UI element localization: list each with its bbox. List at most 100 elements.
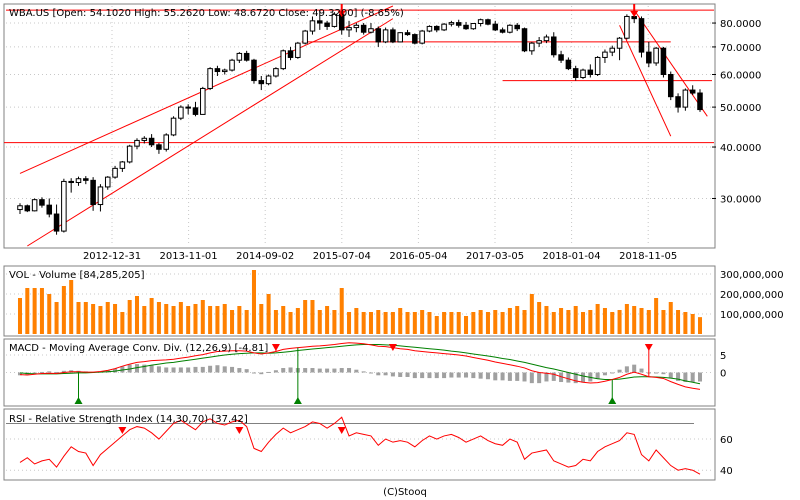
candle-body bbox=[163, 134, 170, 150]
volume-bar bbox=[149, 298, 154, 334]
macd-histogram-bar bbox=[551, 372, 556, 381]
macd-histogram-bar bbox=[113, 368, 118, 373]
candle-body bbox=[170, 117, 177, 136]
candle-body bbox=[543, 36, 550, 42]
price-panel: 30.0000 40.0000 50.0000 60.0000 70.0000 80.00… bbox=[3, 3, 761, 262]
candle-body bbox=[243, 52, 250, 61]
macd-histogram-bar bbox=[310, 368, 315, 373]
volume-bar bbox=[566, 310, 571, 334]
rsi-overbought-marker bbox=[118, 427, 127, 434]
candle-body bbox=[499, 29, 506, 33]
volume-bar bbox=[573, 306, 578, 334]
macd-buy-marker bbox=[293, 397, 302, 404]
volume-bar bbox=[529, 294, 534, 334]
macd-histogram-bar bbox=[544, 372, 549, 382]
macd-histogram-bar bbox=[376, 372, 381, 376]
macd-histogram-bar bbox=[47, 371, 52, 373]
macd-histogram-bar bbox=[200, 366, 205, 373]
candle-body bbox=[558, 54, 564, 61]
macd-histogram-bar bbox=[537, 372, 542, 384]
macd-histogram-bar bbox=[493, 372, 498, 381]
volume-bar bbox=[281, 306, 286, 334]
volume-bar bbox=[412, 312, 417, 334]
volume-bar bbox=[259, 304, 264, 334]
macd-histogram-bar bbox=[471, 372, 476, 379]
volume-bar bbox=[325, 306, 330, 334]
candle-body bbox=[221, 69, 228, 73]
macd-histogram-bar bbox=[230, 366, 235, 373]
rsi-overbought-marker bbox=[337, 427, 346, 434]
candle-body bbox=[331, 13, 338, 27]
volume-bar bbox=[464, 316, 469, 334]
candle-body bbox=[660, 47, 667, 76]
volume-bar bbox=[646, 310, 651, 334]
candle-body bbox=[302, 30, 308, 44]
macd-buy-marker bbox=[608, 397, 617, 404]
macd-tick-label: 5 bbox=[720, 351, 726, 362]
macd-histogram-bar bbox=[120, 366, 125, 373]
macd-histogram-bar bbox=[427, 372, 432, 379]
macd-histogram-bar bbox=[156, 366, 161, 373]
volume-bar bbox=[485, 312, 490, 334]
volume-bar bbox=[581, 312, 586, 334]
candle-body bbox=[390, 29, 396, 43]
volume-bar bbox=[171, 306, 176, 334]
candle-body bbox=[675, 96, 681, 108]
volume-bar bbox=[551, 312, 556, 334]
volume-bar bbox=[507, 308, 512, 334]
candle-body bbox=[119, 161, 126, 169]
candle-body bbox=[412, 34, 418, 44]
date-tick-label: 2015-07-04 bbox=[313, 251, 371, 262]
macd-buy-marker bbox=[74, 397, 83, 404]
candle-body bbox=[448, 22, 455, 25]
candle-body bbox=[207, 68, 213, 89]
footer-credit: (C)Stooq bbox=[383, 487, 427, 498]
volume-bar bbox=[54, 302, 59, 334]
candle-body bbox=[609, 47, 616, 53]
candle-body bbox=[236, 52, 243, 61]
volume-bar bbox=[164, 304, 169, 334]
candle-body bbox=[90, 179, 96, 206]
candle-body bbox=[353, 24, 360, 29]
macd-histogram-bar bbox=[456, 372, 461, 378]
date-tick-label: 2018-11-05 bbox=[619, 251, 677, 262]
macd-tick-label: 0 bbox=[720, 369, 726, 380]
date-tick-label: 2016-05-04 bbox=[389, 251, 447, 262]
candle-body bbox=[178, 106, 184, 119]
candle-body bbox=[368, 28, 374, 33]
candle-body bbox=[141, 137, 148, 141]
volume-bar bbox=[208, 306, 213, 334]
macd-histogram-bar bbox=[368, 372, 373, 374]
macd-histogram-bar bbox=[478, 372, 483, 379]
candle-body bbox=[682, 89, 689, 108]
macd-histogram-bar bbox=[449, 372, 454, 378]
candle-body bbox=[324, 22, 330, 27]
candle-body bbox=[83, 178, 89, 181]
macd-histogram-bar bbox=[676, 372, 681, 381]
volume-bar bbox=[354, 308, 359, 334]
rsi-title: RSI - Relative Strength Index (14,30,70)… bbox=[9, 414, 248, 425]
macd-histogram-bar bbox=[281, 368, 286, 373]
price-tick-label: 30.0000 bbox=[720, 194, 761, 205]
volume-bar bbox=[676, 310, 681, 334]
volume-bar bbox=[127, 300, 132, 334]
volume-bar bbox=[339, 288, 344, 334]
volume-bar bbox=[697, 317, 703, 334]
macd-histogram-bar bbox=[171, 367, 176, 373]
macd-histogram-bar bbox=[661, 372, 666, 375]
volume-bar bbox=[347, 312, 352, 334]
candle-body bbox=[53, 213, 60, 232]
volume-bar bbox=[61, 286, 66, 334]
volume-bar bbox=[288, 312, 293, 334]
volume-bar bbox=[595, 304, 600, 334]
candle-body bbox=[470, 22, 477, 30]
candle-body bbox=[382, 29, 389, 43]
macd-line bbox=[19, 342, 701, 390]
volume-bar bbox=[178, 302, 183, 334]
rsi-tick-label: 60 bbox=[720, 435, 733, 446]
price-tick-label: 50.0000 bbox=[720, 103, 761, 114]
volume-bar bbox=[32, 288, 37, 334]
volume-bar bbox=[639, 308, 644, 334]
volume-bar bbox=[47, 294, 52, 334]
